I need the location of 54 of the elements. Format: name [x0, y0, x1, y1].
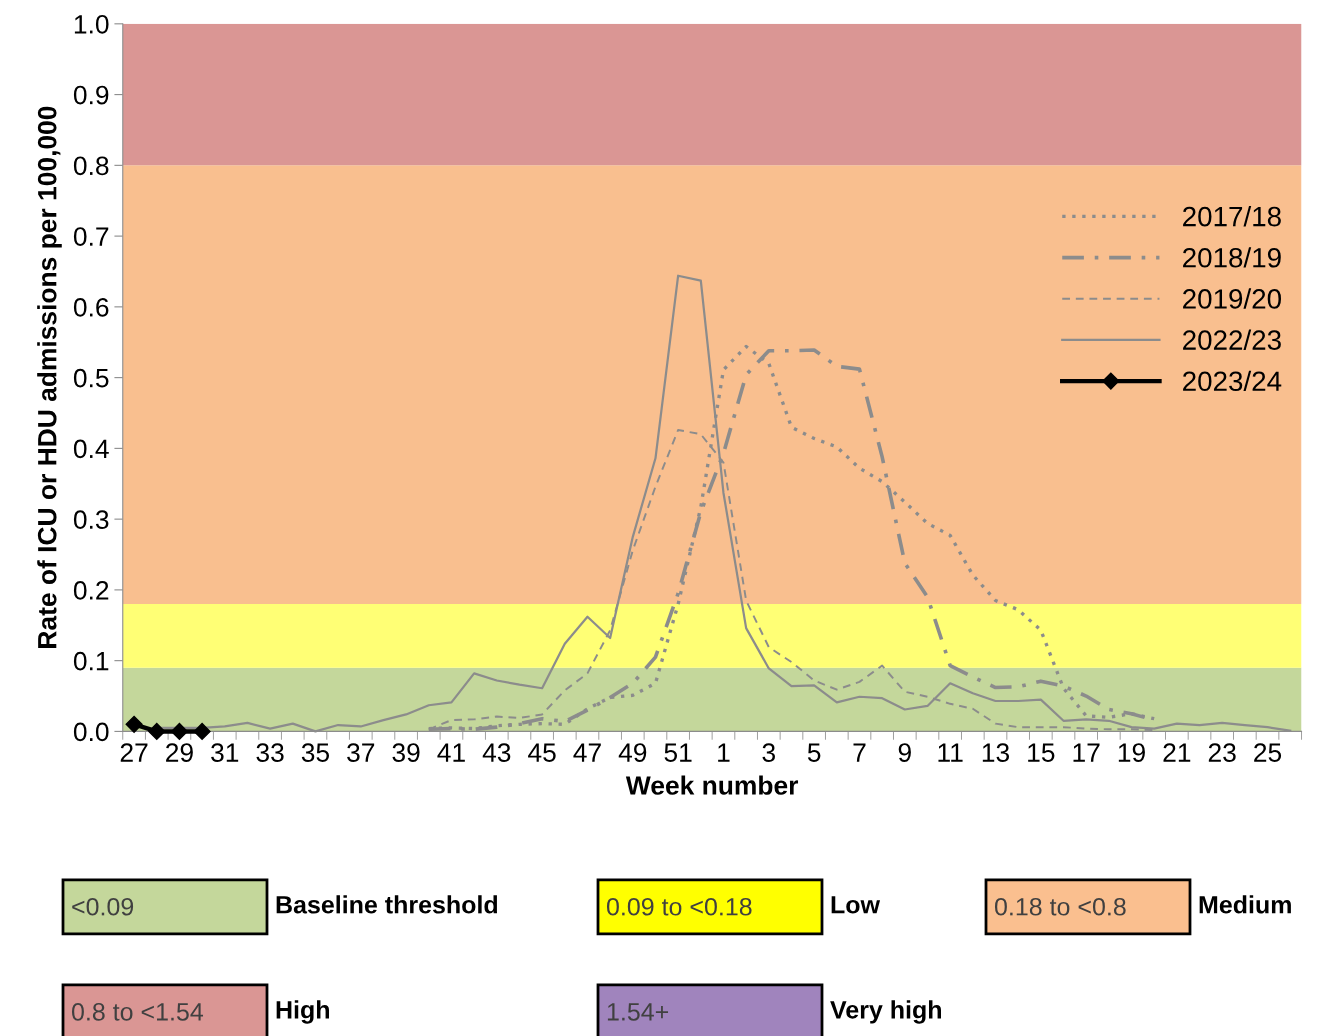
y-axis-title: Rate of ICU or HDU admissions per 100,000 — [37, 106, 62, 648]
x-tick-label: 47 — [573, 743, 601, 762]
x-tick-label: 33 — [256, 743, 284, 762]
x-tick-label: 45 — [528, 743, 556, 762]
y-tick-label: 0.5 — [73, 368, 109, 388]
x-axis-title: Week number — [625, 775, 799, 795]
y-tick-label: 0.2 — [73, 581, 109, 600]
legend-label: 2017/18 — [1183, 206, 1281, 227]
x-tick-label: 27 — [120, 743, 148, 762]
text: Baseline threshold — [276, 895, 498, 914]
x-tick-label: 5 — [807, 743, 821, 762]
category-label: 1.54+ — [607, 1003, 669, 1021]
x-tick-label: 7 — [853, 743, 866, 762]
y-tick-label: 0.1 — [73, 651, 109, 671]
text: High — [276, 1000, 329, 1024]
x-tick-label: 11 — [938, 743, 963, 762]
category-label: 0.18 to <0.8 — [994, 897, 1126, 916]
x-tick-label: 17 — [1073, 743, 1100, 762]
x-tick-label: 51 — [664, 743, 692, 762]
y-tick-label: 0.4 — [73, 439, 109, 459]
legend-label: 2023/24 — [1183, 370, 1282, 392]
x-tick-label: 49 — [618, 743, 647, 762]
x-tick-label: 35 — [301, 743, 330, 762]
x-tick-label: 15 — [1028, 743, 1055, 762]
legend-label: 2018/19 — [1183, 247, 1281, 268]
y-tick-label: 0.9 — [73, 85, 109, 105]
x-tick-label: 13 — [982, 743, 1010, 762]
x-tick-label: 21 — [1163, 743, 1191, 762]
x-tick-label: 29 — [166, 743, 193, 762]
x-tick-label: 37 — [347, 743, 375, 762]
x-tick-label: 41 — [437, 743, 465, 762]
y-tick-label: 0.7 — [73, 227, 109, 246]
x-tick-label: 31 — [211, 743, 239, 762]
y-tick-label: 0.6 — [73, 298, 109, 317]
x-tick-label: 9 — [898, 743, 911, 762]
category-label: 0.09 to <0.18 — [606, 897, 752, 916]
category-label: <0.09 — [72, 897, 134, 916]
legend-label: 2022/23 — [1183, 329, 1281, 350]
x-tick-label: 39 — [392, 743, 420, 762]
x-tick-label: 25 — [1254, 743, 1282, 762]
y-tick-label: 0.0 — [73, 722, 109, 742]
y-tick-label: 0.8 — [73, 156, 109, 176]
text: Medium — [1199, 895, 1291, 914]
x-tick-label: 43 — [482, 743, 511, 762]
category-label: 0.8 to <1.54 — [71, 1002, 204, 1021]
legend-label: 2019/20 — [1183, 288, 1281, 309]
x-tick-label: 3 — [762, 743, 775, 762]
x-tick-label: 23 — [1208, 743, 1236, 762]
text: Very high — [830, 1000, 941, 1024]
y-tick-label: 0.3 — [73, 510, 109, 529]
text: Low — [831, 896, 881, 914]
x-tick-label: 19 — [1118, 743, 1145, 762]
y-tick-label: 1.0 — [74, 14, 109, 34]
x-tick-label: 1 — [718, 743, 730, 762]
